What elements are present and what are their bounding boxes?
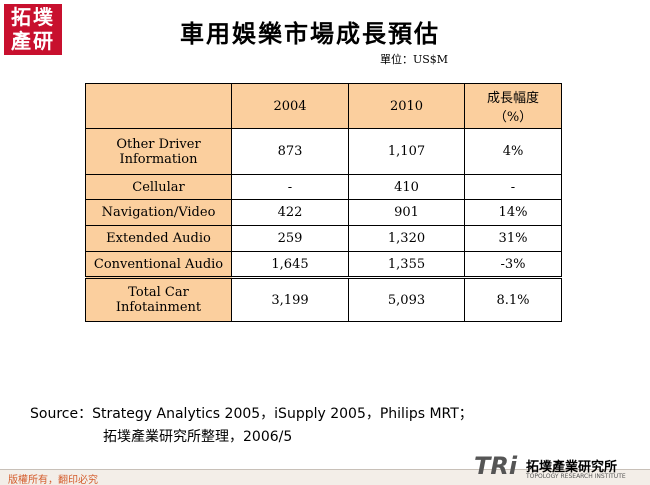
brand-logo: TRi	[474, 452, 518, 480]
source-line: 拓墣產業研究所整理，2006/5	[103, 429, 293, 445]
table-cell: 1,320	[348, 225, 465, 252]
source: Source：Strategy Analytics 2005，iSupply 2…	[30, 403, 473, 449]
table-cell: 5,093	[348, 276, 465, 322]
data-table: 2004 2010 成長幅度 （%） Other Driver Informati…	[85, 83, 562, 322]
logo: 拓墣產研	[4, 4, 62, 55]
title: 車用娛樂市場成長預估	[180, 19, 440, 48]
table-row: Other Driver Information 873 1,107 4%	[85, 128, 562, 175]
table-cell: 1,107	[348, 128, 465, 175]
table-row: Total Car Infotainment 3,199 5,093 8.1%	[85, 276, 562, 322]
row-label: Extended Audio	[85, 225, 232, 252]
column-header: 2010	[348, 83, 465, 129]
brand-subtitle: TOPOLOGY RESEARCH INSTITUTE	[526, 473, 626, 480]
table-cell: 1,355	[348, 251, 465, 278]
header-line: 成長幅度	[486, 91, 539, 106]
table-cell: -	[231, 174, 349, 200]
table-cell: 410	[348, 174, 465, 200]
row-label: Navigation/Video	[85, 199, 232, 226]
unit: 單位：US$M	[380, 53, 449, 66]
table-row: Navigation/Video 422 901 14%	[85, 199, 562, 226]
table-cell: 259	[231, 225, 349, 252]
table-cell: 1,645	[231, 251, 349, 278]
table-cell: -3%	[464, 251, 562, 278]
table-cell: 873	[231, 128, 349, 175]
table-row: Cellular -410-	[85, 174, 562, 200]
footer-bar	[0, 469, 650, 485]
copyright: 版權所有，翻印必究	[8, 475, 98, 485]
table-row: Conventional Audio 1,645 1,355 -3%	[85, 251, 562, 278]
header-line: （%）	[493, 110, 533, 125]
table-cell: -	[464, 174, 562, 200]
table-cell: 901	[348, 199, 465, 226]
table-cell: 8.1%	[464, 276, 562, 322]
corner-cell	[85, 83, 232, 129]
table-cell: 4%	[464, 128, 562, 175]
brand-name: 拓墣產業研究所	[526, 460, 618, 475]
header-row: 2004 2010 成長幅度 （%）	[85, 83, 562, 129]
table-cell: 31%	[464, 225, 562, 252]
row-label: Cellular	[85, 174, 232, 200]
row-label: Total Car Infotainment	[85, 276, 232, 322]
table-row: Extended Audio 259 1,320 31%	[85, 225, 562, 252]
table-cell: 422	[231, 199, 349, 226]
column-header: 成長幅度 （%）	[464, 83, 562, 129]
row-label: Other Driver Information	[85, 128, 232, 175]
source-line: Source：Strategy Analytics 2005，iSupply 2…	[30, 406, 473, 422]
row-label: Conventional Audio	[85, 251, 232, 278]
table-cell: 3,199	[231, 276, 349, 322]
column-header: 2004	[231, 83, 349, 129]
table-cell: 14%	[464, 199, 562, 226]
